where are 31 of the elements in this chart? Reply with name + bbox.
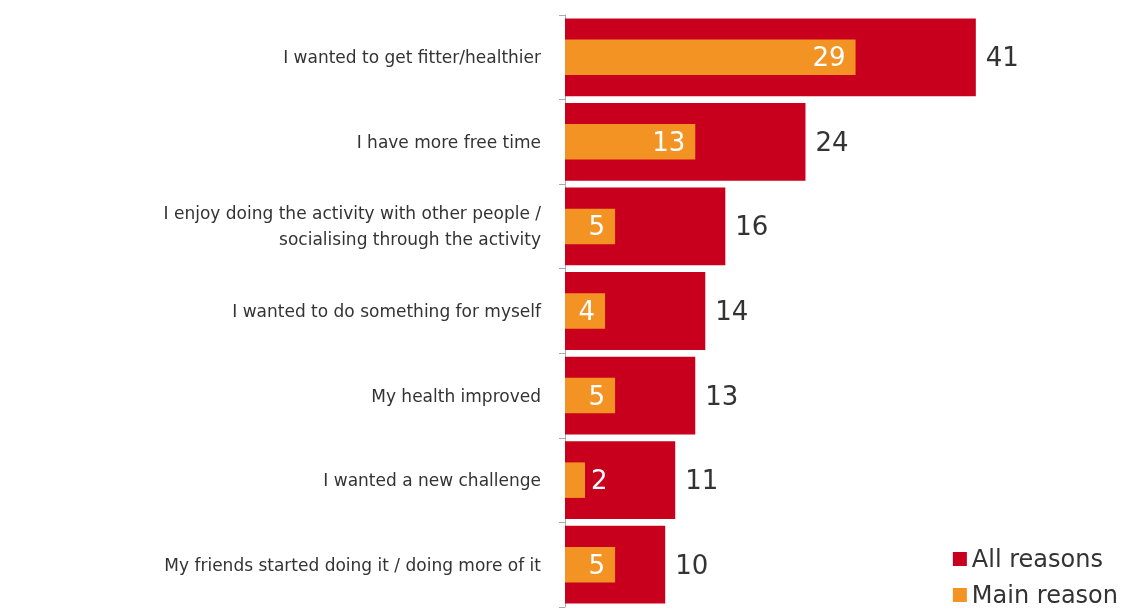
y-tick-label: I have more free time (356, 131, 541, 152)
data-label: 5 (588, 211, 606, 242)
bar (565, 546, 616, 583)
bar (565, 293, 606, 329)
bar (565, 124, 696, 160)
data-label: 24 (815, 126, 849, 157)
data-label: 13 (705, 380, 739, 411)
y-tick-label: I wanted to get fitter/healthier (283, 47, 541, 68)
data-label: 5 (588, 549, 606, 580)
bar (565, 441, 676, 520)
data-label: 41 (985, 42, 1019, 73)
data-label: 14 (715, 296, 749, 326)
bar (565, 39, 856, 76)
y-tick-label: My health improved (371, 385, 541, 406)
y-tick-label: I wanted a new challenge (323, 470, 541, 491)
data-label: 4 (578, 296, 596, 326)
y-tick-label: I enjoy doing the activity with other people / socialising through the activity (163, 203, 542, 250)
data-label: 11 (685, 465, 719, 496)
y-tick-label: My friends started doing it / doing more of it (164, 554, 542, 575)
data-label: 16 (735, 211, 769, 242)
data-label: 2 (591, 465, 608, 496)
bar (565, 462, 586, 498)
y-tick-label: I wanted to do something for myself (232, 301, 543, 321)
data-label: 29 (812, 42, 846, 73)
bar (565, 208, 616, 245)
legend-label: All reasons (971, 545, 1103, 573)
bar (565, 377, 616, 414)
data-label: 5 (588, 380, 606, 411)
data-label: 10 (675, 549, 709, 580)
data-label: 13 (652, 126, 686, 157)
legend-label: Main reason (971, 581, 1119, 609)
